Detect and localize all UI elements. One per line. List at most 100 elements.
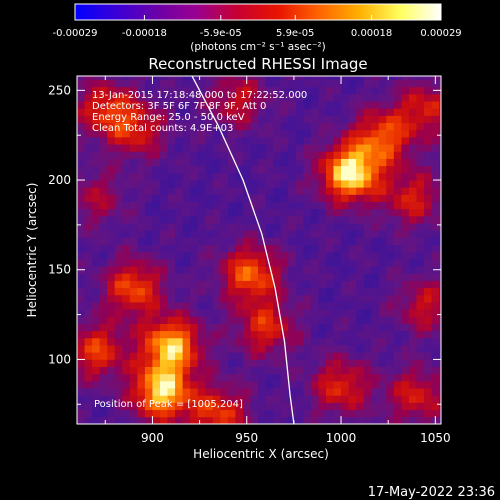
heatmap-cell xyxy=(220,144,229,152)
heatmap-cell xyxy=(182,172,191,181)
heatmap-cell xyxy=(212,366,221,375)
heatmap-cell xyxy=(205,309,214,317)
heatmap-cell xyxy=(408,258,417,267)
heatmap-cell xyxy=(288,122,297,131)
heatmap-cell xyxy=(431,395,440,403)
heatmap-cell xyxy=(167,323,176,332)
heatmap-cell xyxy=(235,294,244,303)
heatmap-cell xyxy=(114,86,123,95)
heatmap-cell xyxy=(107,316,116,324)
heatmap-cell xyxy=(152,352,161,360)
heatmap-cell xyxy=(137,230,146,238)
heatmap-cell xyxy=(190,280,199,289)
heatmap-cell xyxy=(288,79,297,88)
heatmap-cell xyxy=(197,101,206,109)
heatmap-cell xyxy=(197,201,206,210)
heatmap-cell xyxy=(242,172,251,181)
footer-timestamp: 17-May-2022 23:36 xyxy=(368,485,495,500)
heatmap-cell xyxy=(114,122,123,131)
heatmap-cell xyxy=(107,237,116,246)
heatmap-cell xyxy=(242,402,251,411)
heatmap-cell xyxy=(424,330,432,339)
heatmap-cell xyxy=(273,223,282,231)
heatmap-cell xyxy=(227,337,236,346)
heatmap-cell xyxy=(137,409,146,418)
heatmap-cell xyxy=(431,330,440,339)
heatmap-cell xyxy=(378,194,387,202)
heatmap-cell xyxy=(220,316,229,324)
heatmap-cell xyxy=(393,187,402,195)
heatmap-cell xyxy=(318,237,327,246)
heatmap-cell xyxy=(356,101,365,109)
heatmap-cell xyxy=(144,266,153,274)
heatmap-cell xyxy=(242,380,251,389)
heatmap-cell xyxy=(363,345,372,353)
heatmap-cell xyxy=(84,294,93,303)
heatmap-cell xyxy=(77,230,85,238)
heatmap-cell xyxy=(122,337,131,346)
heatmap-cell xyxy=(227,237,236,246)
heatmap-cell xyxy=(348,76,357,80)
heatmap-cell xyxy=(152,345,161,353)
heatmap-cell xyxy=(378,101,387,109)
heatmap-cell xyxy=(144,108,153,116)
heatmap-cell xyxy=(288,330,297,339)
heatmap-cell xyxy=(114,316,123,324)
heatmap-cell xyxy=(227,86,236,95)
heatmap-cell xyxy=(144,86,153,95)
heatmap-cell xyxy=(318,76,327,80)
heatmap-cell xyxy=(424,237,432,246)
heatmap-cell xyxy=(242,395,251,403)
heatmap-cell xyxy=(333,416,342,424)
heatmap-cell xyxy=(273,380,282,389)
solar-limb-line xyxy=(191,76,295,424)
heatmap-cell xyxy=(152,79,161,88)
heatmap-cell xyxy=(129,402,138,411)
heatmap-cell xyxy=(341,359,349,367)
heatmap-cell xyxy=(416,101,425,109)
heatmap-cell xyxy=(159,309,168,317)
heatmap-cell xyxy=(92,86,101,95)
heatmap-cell xyxy=(122,86,131,95)
heatmap-cell xyxy=(408,86,417,95)
heatmap-cell xyxy=(167,273,176,281)
heatmap-cell xyxy=(114,237,123,246)
heatmap-cell xyxy=(273,352,282,360)
heatmap-cell xyxy=(77,201,85,210)
heatmap-cell xyxy=(341,76,349,80)
heatmap-cell xyxy=(77,251,85,260)
heatmap-cell xyxy=(401,395,410,403)
heatmap-cell xyxy=(99,165,108,174)
heatmap-cell xyxy=(401,108,410,116)
heatmap-cell xyxy=(167,144,176,152)
heatmap-cell xyxy=(295,373,304,382)
heatmap-cell xyxy=(227,273,236,281)
heatmap-cell xyxy=(258,151,266,159)
heatmap-cell xyxy=(325,316,334,324)
heatmap-cell xyxy=(371,172,380,181)
heatmap-cell xyxy=(114,330,123,339)
heatmap-cell xyxy=(356,115,365,124)
heatmap-cell xyxy=(318,136,327,145)
heatmap-cell xyxy=(303,402,312,411)
heatmap-cell xyxy=(152,180,161,188)
heatmap-cell xyxy=(175,215,184,224)
heatmap-cell xyxy=(401,194,410,202)
heatmap-cell xyxy=(280,151,289,159)
heatmap-cell xyxy=(84,352,93,360)
heatmap-cell xyxy=(318,273,327,281)
heatmap-cell xyxy=(84,76,93,80)
heatmap-cell xyxy=(137,158,146,167)
heatmap-cell xyxy=(167,215,176,224)
heatmap-cell xyxy=(356,323,365,332)
heatmap-cell xyxy=(378,323,387,332)
heatmap-cell xyxy=(348,158,357,167)
heatmap-cell xyxy=(92,172,101,181)
heatmap-cell xyxy=(152,366,161,375)
heatmap-cell xyxy=(310,402,319,411)
heatmap-cell xyxy=(295,223,304,231)
heatmap-cell xyxy=(122,101,131,109)
heatmap-cell xyxy=(273,172,282,181)
heatmap-cell xyxy=(107,194,116,202)
heatmap-cell xyxy=(378,380,387,389)
